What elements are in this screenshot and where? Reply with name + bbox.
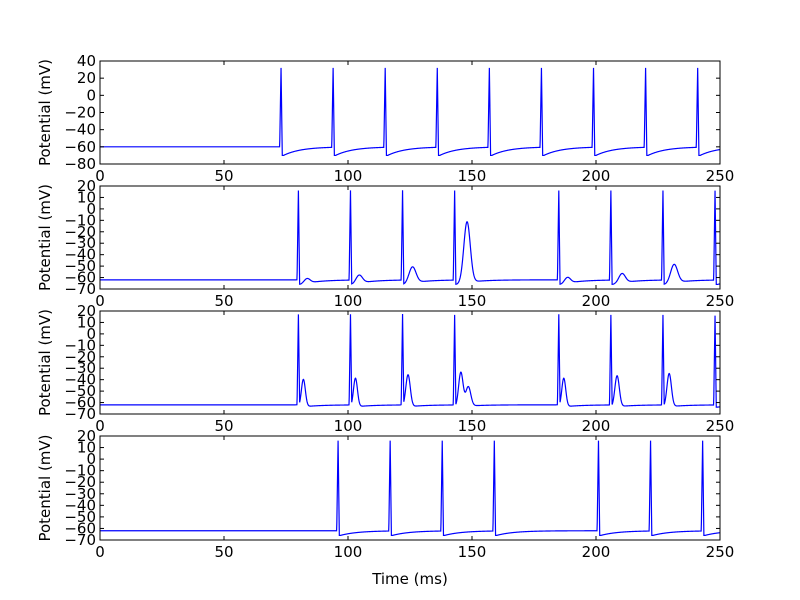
y-tick-label: −10 [64, 462, 96, 480]
x-tick-label: 50 [214, 292, 233, 310]
x-tick-label: 100 [334, 167, 363, 185]
y-tick-label: −70 [64, 280, 96, 298]
y-axis-label: Potential (mV) [36, 309, 54, 416]
y-tick-label: −60 [64, 138, 96, 156]
y-tick-label: −50 [64, 257, 96, 275]
x-tick-label: 200 [582, 417, 611, 435]
subplot-4: 0 50 100 150 200 25020100−10−20−30−40−50−60−7… [36, 427, 734, 588]
y-tick-label: −30 [64, 359, 96, 377]
y-tick-label: −60 [64, 394, 96, 412]
y-tick-label: −70 [64, 531, 96, 549]
y-tick-label: −50 [64, 382, 96, 400]
axes-frame [99, 310, 721, 415]
y-tick-label: −30 [64, 234, 96, 252]
x-tick-label: 0 [95, 417, 105, 435]
x-tick-label: 250 [706, 292, 735, 310]
y-tick-label: −20 [64, 348, 96, 366]
axes-frame [99, 185, 721, 290]
y-tick-label: 10 [77, 439, 96, 457]
y-tick-label: 10 [77, 188, 96, 206]
trace-line-1 [100, 67, 720, 157]
x-tick-label: 0 [95, 292, 105, 310]
x-tick-label: 150 [458, 543, 487, 561]
x-tick-label: 50 [214, 167, 233, 185]
y-tick-label: 0 [86, 200, 96, 218]
x-tick-label: 100 [334, 292, 363, 310]
subplot-1: 0 50 100 150 200 25040200−20−40−60−80Potentia… [36, 52, 734, 185]
trace-line-4 [100, 440, 720, 536]
y-tick-label: −60 [64, 269, 96, 287]
x-tick-label: 100 [334, 417, 363, 435]
y-axis-label: Potential (mV) [36, 434, 54, 541]
y-tick-label: −80 [64, 155, 96, 173]
x-tick-label: 250 [706, 167, 735, 185]
y-tick-label: 0 [86, 86, 96, 104]
y-tick-label: −30 [64, 485, 96, 503]
x-tick-label: 150 [458, 292, 487, 310]
x-tick-label: 250 [706, 417, 735, 435]
y-tick-label: 0 [86, 325, 96, 343]
y-tick-label: −40 [64, 371, 96, 389]
y-tick-label: −40 [64, 496, 96, 514]
y-tick-label: −10 [64, 211, 96, 229]
trace-line-2 [100, 190, 720, 286]
y-tick-label: −40 [64, 121, 96, 139]
x-tick-label: 150 [458, 417, 487, 435]
x-tick-label: 50 [214, 543, 233, 561]
y-tick-label: −50 [64, 508, 96, 526]
y-tick-label: 20 [77, 427, 96, 445]
y-tick-label: −20 [64, 223, 96, 241]
x-tick-label: 200 [582, 543, 611, 561]
subplot-3: 0 50 100 150 200 25020100−10−20−30−40−50−60−7… [36, 302, 734, 435]
x-tick-label: 0 [95, 543, 105, 561]
subplot-2: 0 50 100 150 200 25020100−10−20−30−40−50−60−7… [36, 177, 734, 310]
y-tick-label: 20 [77, 302, 96, 320]
x-tick-label: 0 [95, 167, 105, 185]
x-tick-label: 100 [334, 543, 363, 561]
axes-frame [99, 435, 721, 541]
y-tick-label: 40 [77, 52, 96, 70]
y-tick-label: −70 [64, 405, 96, 423]
y-tick-label: 20 [77, 69, 96, 87]
y-tick-label: 20 [77, 177, 96, 195]
y-tick-label: −10 [64, 336, 96, 354]
x-axis-label: Time (ms) [371, 570, 448, 588]
x-tick-label: 150 [458, 167, 487, 185]
y-tick-label: 10 [77, 313, 96, 331]
x-tick-label: 50 [214, 417, 233, 435]
y-tick-label: 0 [86, 450, 96, 468]
y-tick-label: −20 [64, 473, 96, 491]
y-axis-label: Potential (mV) [36, 59, 54, 166]
y-axis-label: Potential (mV) [36, 184, 54, 291]
trace-line-3 [100, 313, 720, 408]
y-tick-label: −20 [64, 104, 96, 122]
x-tick-label: 250 [706, 543, 735, 561]
y-tick-label: −40 [64, 246, 96, 264]
y-tick-label: −60 [64, 519, 96, 537]
x-tick-label: 200 [582, 292, 611, 310]
x-tick-label: 200 [582, 167, 611, 185]
